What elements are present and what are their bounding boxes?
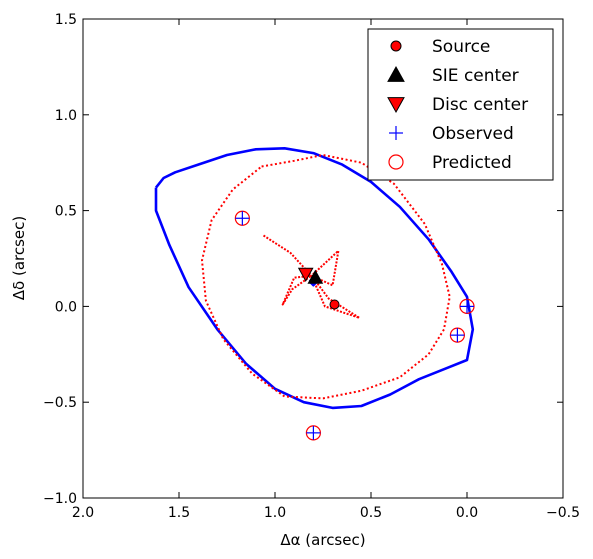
legend: Source SIE center Disc center Observed Predi… (367, 28, 554, 181)
marker-layer (234, 210, 475, 441)
y-tick-label: −1.0 (43, 491, 77, 507)
y-axis-ticks: −1.0 −0.5 0.0 0.5 1.0 1.5 (43, 12, 563, 507)
y-tick-label: 0.0 (55, 299, 77, 315)
sie-center-point (307, 269, 324, 284)
x-tick-label: −0.5 (546, 505, 580, 521)
legend-label: Observed (432, 124, 514, 144)
x-axis-ticks: 2.0 1.5 1.0 0.5 0.0 −0.5 (72, 19, 580, 521)
legend-label: Predicted (432, 153, 512, 173)
observed-point (306, 425, 321, 440)
y-tick-label: 0.5 (55, 204, 77, 220)
source-point (329, 299, 340, 310)
legend-marker-source (390, 40, 402, 52)
curve-outer-critical-blue (154, 147, 475, 410)
x-tick-label: 0.5 (360, 505, 382, 521)
x-axis-label: Δα (arcsec) (280, 531, 365, 549)
y-tick-label: 1.0 (55, 108, 77, 124)
observed-point (460, 299, 474, 314)
y-axis-label: Δδ (arcsec) (10, 216, 28, 300)
x-tick-label: 2.0 (72, 505, 94, 521)
x-tick-label: 0.0 (456, 505, 478, 521)
x-tick-label: 1.5 (168, 505, 190, 521)
x-tick-label: 1.0 (264, 505, 286, 521)
plot-frame (82, 18, 564, 499)
legend-items: Source SIE center Disc center Observed Predi… (387, 37, 528, 173)
observed-point (450, 328, 465, 343)
legend-label: Disc center (432, 95, 528, 115)
legend-marker-sie-center (387, 65, 405, 82)
disc-center-point (297, 267, 314, 282)
legend-marker-observed (389, 126, 403, 140)
y-tick-label: −0.5 (43, 395, 77, 411)
observed-point (235, 211, 250, 226)
legend-marker-disc-center (387, 97, 405, 114)
y-tick-label: 1.5 (55, 12, 77, 28)
legend-marker-predicted (388, 154, 404, 170)
legend-label: SIE center (432, 66, 519, 86)
legend-label: Source (432, 37, 490, 57)
curve-tangential-critical-red (201, 154, 451, 400)
